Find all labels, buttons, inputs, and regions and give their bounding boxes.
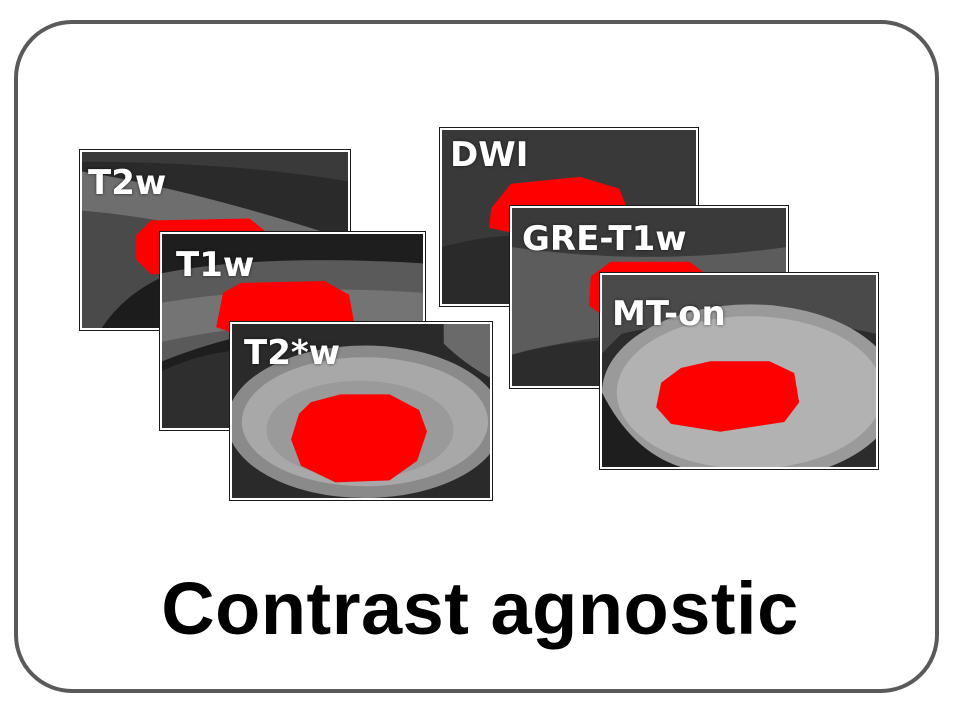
t1w-label: T1w — [176, 245, 255, 285]
t2star-lesion-mask — [291, 394, 427, 483]
t2star-mri-slice — [232, 324, 490, 498]
mt-on-lesion-mask — [656, 361, 800, 432]
mt-on-image-tile: MT-on — [599, 272, 879, 470]
t2w-label: T2w — [88, 163, 167, 203]
gre-t1w-label: GRE-T1w — [522, 219, 687, 259]
t2star-image-tile: T2*w — [229, 321, 493, 501]
caption-title: Contrast agnostic — [161, 567, 799, 650]
mt-on-mri-slice — [602, 275, 876, 467]
dwi-label: DWI — [450, 135, 529, 175]
t2star-label: T2*w — [244, 333, 341, 373]
mt-on-label: MT-on — [612, 294, 726, 334]
